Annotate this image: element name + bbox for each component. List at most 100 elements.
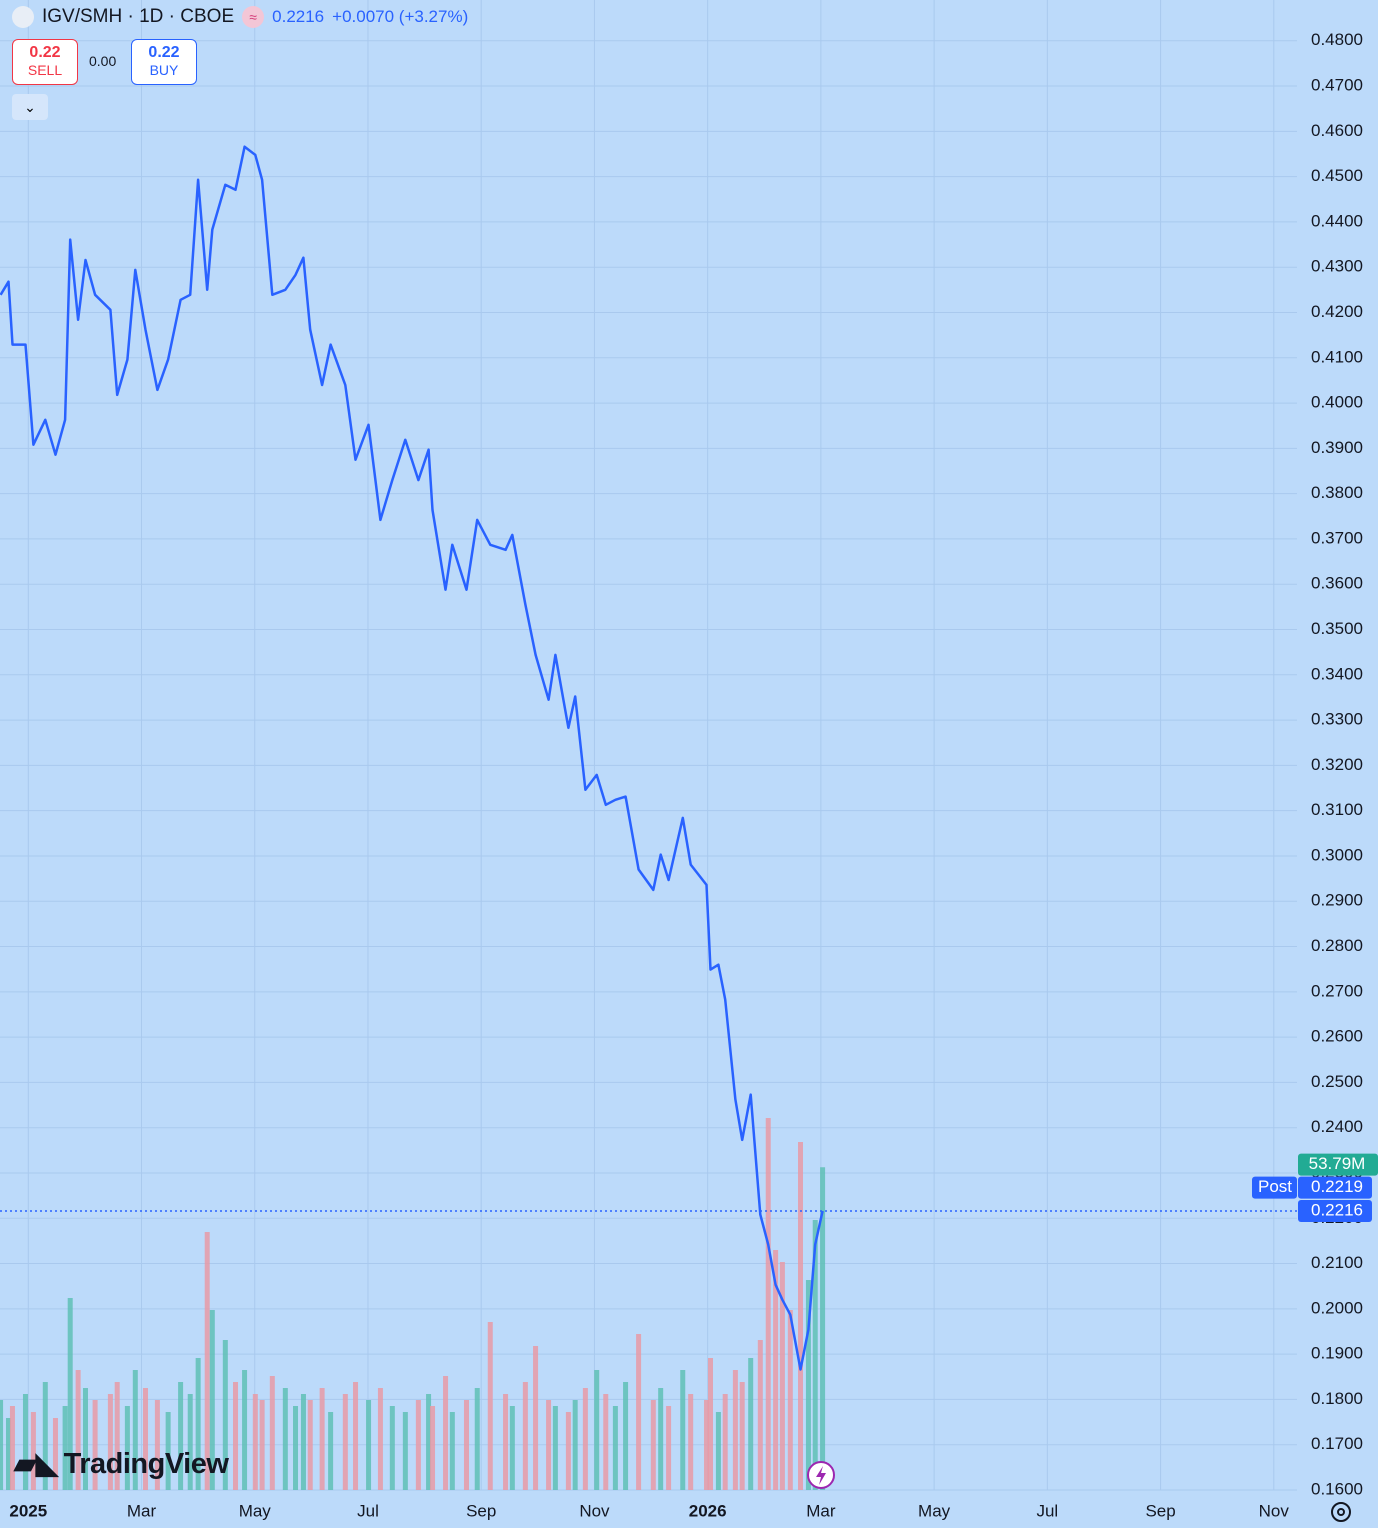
x-tick-label: Jul [357, 1501, 379, 1520]
volume-bar [52, 1418, 58, 1490]
volume-bar [165, 1412, 171, 1490]
y-tick-label: 0.3500 [1311, 619, 1363, 638]
logo[interactable]: ▰◣ TradingView [14, 1446, 229, 1481]
volume-bar [612, 1406, 618, 1490]
buy-price: 0.22 [148, 44, 180, 61]
volume-bar [242, 1370, 248, 1490]
volume-bar [75, 1370, 81, 1490]
buy-button[interactable]: 0.22 BUY [131, 39, 197, 85]
volume-bar [187, 1394, 193, 1490]
x-tick-label: 2025 [9, 1501, 47, 1520]
y-tick-label: 0.3400 [1311, 664, 1363, 683]
y-tick-label: 0.3800 [1311, 483, 1363, 502]
volume-bar [430, 1406, 436, 1490]
volume-last-box [1298, 1153, 1378, 1176]
volume-bar [773, 1250, 779, 1490]
volume-bar [658, 1388, 664, 1490]
volume-bar [195, 1358, 201, 1490]
collapse-button[interactable]: ⌄ [12, 94, 48, 120]
volume-bar [722, 1394, 728, 1490]
post-tag: Post [1258, 1177, 1292, 1196]
data-status-icon[interactable]: ≈ [242, 6, 265, 28]
volume-bar [154, 1400, 160, 1490]
volume-bar [546, 1400, 552, 1490]
y-tick-label: 0.2100 [1311, 1253, 1363, 1272]
volume-bar [765, 1118, 771, 1490]
volume-bar [680, 1370, 686, 1490]
volume-bar [522, 1382, 528, 1490]
volume-bar [748, 1358, 754, 1490]
volume-bar [293, 1406, 299, 1490]
y-tick-label: 0.3700 [1311, 528, 1363, 547]
y-tick-label: 0.4600 [1311, 121, 1363, 140]
y-tick-label: 0.2500 [1311, 1072, 1363, 1091]
price-change: +0.0070 (+3.27%) [332, 7, 469, 26]
x-tick-label: Nov [1259, 1501, 1290, 1520]
event-bolt [816, 1466, 826, 1485]
volume-bar [582, 1388, 588, 1490]
volume-bar [787, 1310, 793, 1490]
x-tick-label: Sep [466, 1501, 496, 1520]
logo-mark: ▰◣ [14, 1448, 58, 1480]
volume-bar [474, 1388, 480, 1490]
y-tick-label: 0.1800 [1311, 1389, 1363, 1408]
volume-bar [252, 1394, 258, 1490]
y-tick-label: 0.1600 [1311, 1479, 1363, 1498]
logo-text: TradingView [63, 1448, 229, 1480]
volume-bar [707, 1358, 713, 1490]
last-price-box [1298, 1200, 1372, 1223]
y-tick-label: 0.4800 [1311, 30, 1363, 49]
volume-bar [415, 1400, 421, 1490]
post-price-box [1298, 1176, 1372, 1199]
volume-bar [572, 1400, 578, 1490]
volume-bar [366, 1400, 372, 1490]
volume-bar [533, 1346, 539, 1490]
volume-bar [67, 1298, 73, 1490]
buy-label: BUY [149, 62, 179, 78]
y-tick-label: 0.3600 [1311, 574, 1363, 593]
volume-bar [300, 1394, 306, 1490]
volume-bar [114, 1382, 120, 1490]
x-tick-label: Jul [1036, 1501, 1058, 1520]
y-tick-label: 0.4500 [1311, 166, 1363, 185]
x-tick-label: Sep [1145, 1501, 1175, 1520]
volume-bar [233, 1382, 239, 1490]
volume-bar [503, 1394, 509, 1490]
volume-bar [389, 1406, 395, 1490]
settings-outer [1331, 1502, 1351, 1522]
x-tick-label: Nov [579, 1501, 610, 1520]
volume-bar [209, 1310, 215, 1490]
y-tick-label: 0.2800 [1311, 936, 1363, 955]
y-tick-label: 0.2600 [1311, 1027, 1363, 1046]
y-tick-label: 0.2700 [1311, 981, 1363, 1000]
x-tick-label: Mar [806, 1501, 836, 1520]
volume-bar [426, 1394, 432, 1490]
post-tag-box [1252, 1176, 1297, 1199]
volume-bar [623, 1382, 629, 1490]
price-line [0, 145, 824, 1371]
volume-bar [377, 1388, 383, 1490]
y-tick-label: 0.4300 [1311, 257, 1363, 276]
volume-bar [594, 1370, 600, 1490]
settings-inner [1337, 1508, 1345, 1516]
volume-bar [282, 1388, 288, 1490]
symbol-header: IGV/SMH · 1D · CBOE ≈ 0.2216 +0.0070 (+3… [12, 6, 468, 28]
volume-bar [5, 1418, 11, 1490]
volume-bar [269, 1376, 275, 1490]
volume-bar [552, 1406, 558, 1490]
volume-bar [307, 1400, 313, 1490]
volume-bar [353, 1382, 359, 1490]
volume-bar [142, 1388, 148, 1490]
symbol-title[interactable]: IGV/SMH · 1D · CBOE [42, 6, 235, 27]
volume-bar [463, 1400, 469, 1490]
volume-bar [732, 1370, 738, 1490]
y-tick-label: 0.4400 [1311, 211, 1363, 230]
sell-button[interactable]: 0.22 SELL [12, 39, 78, 85]
volume-last-label: 53.79M [1309, 1154, 1366, 1173]
settings-icon[interactable] [1331, 1502, 1351, 1522]
volume-bar [704, 1400, 710, 1490]
x-tick-label: Mar [127, 1501, 157, 1520]
volume-bar [132, 1370, 138, 1490]
y-tick-label: 0.1900 [1311, 1344, 1363, 1363]
